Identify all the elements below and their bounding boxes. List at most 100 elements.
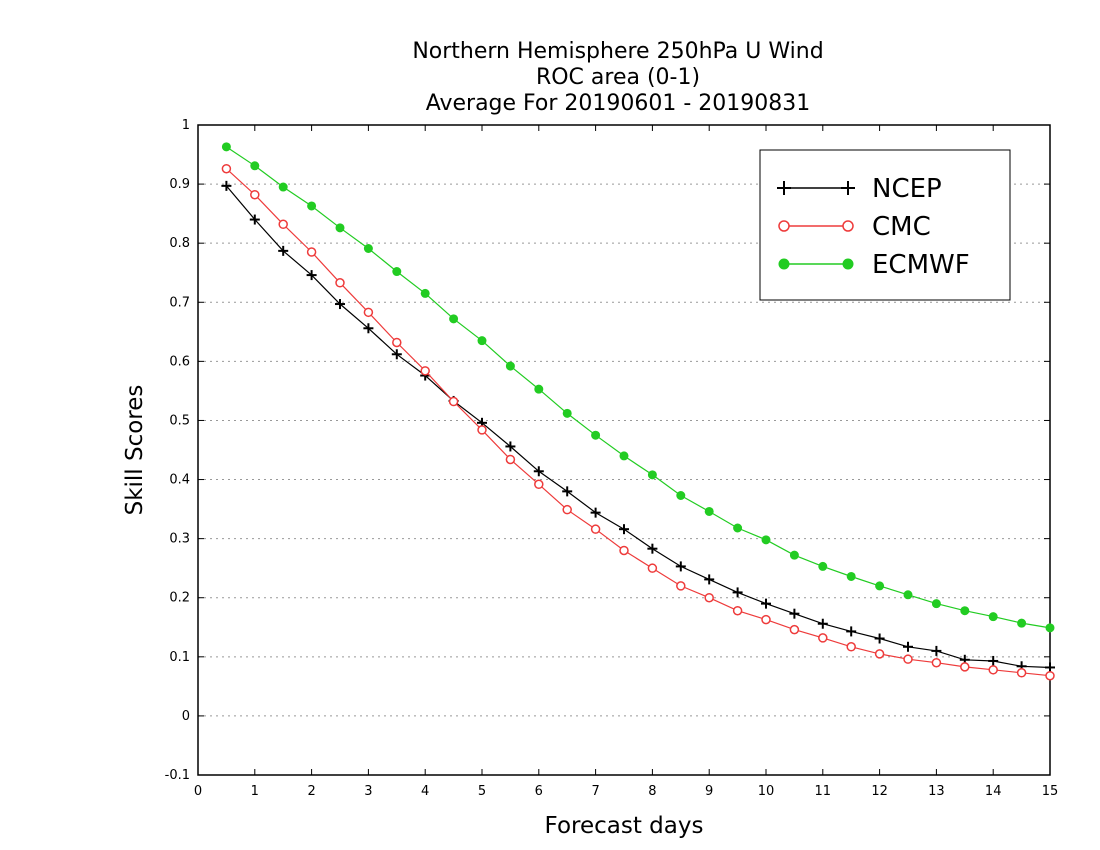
chart-title: Northern Hemisphere 250hPa U Wind ROC ar… xyxy=(412,39,823,116)
x-tick-label: 9 xyxy=(705,784,713,799)
series-cmc xyxy=(221,163,1055,681)
title-line-2: ROC area (0-1) xyxy=(536,65,700,90)
plus-marker xyxy=(619,524,629,535)
plot-frame xyxy=(197,124,1051,776)
x-tick-label: 3 xyxy=(364,784,372,799)
open-circle-marker xyxy=(448,396,459,407)
plus-marker xyxy=(391,349,402,360)
open-circle-marker xyxy=(818,633,828,643)
filled-circle-marker xyxy=(931,599,941,609)
open-circle-marker xyxy=(250,189,260,200)
y-axis-label: Skill Scores xyxy=(122,385,148,516)
plus-marker xyxy=(704,574,715,585)
filled-circle-marker xyxy=(420,288,430,298)
open-circle-marker xyxy=(1045,670,1055,681)
open-circle-marker xyxy=(647,563,658,573)
open-circle-marker xyxy=(534,479,544,490)
plus-marker xyxy=(817,618,828,629)
filled-circle-marker xyxy=(761,535,771,545)
y-tick-label: 0.2 xyxy=(169,591,190,606)
open-circle-marker xyxy=(931,657,942,668)
filled-circle-marker xyxy=(505,361,515,371)
filled-circle-marker xyxy=(818,561,828,571)
x-tick-label: 8 xyxy=(648,784,656,799)
plus-marker xyxy=(221,180,232,191)
x-tick-label: 12 xyxy=(871,784,888,799)
plus-marker xyxy=(675,561,686,572)
title-line-1: Northern Hemisphere 250hPa U Wind xyxy=(412,39,823,64)
series-ecmwf xyxy=(221,142,1055,633)
open-circle-marker xyxy=(842,220,854,232)
open-circle-marker xyxy=(988,665,998,675)
open-circle-marker xyxy=(619,545,629,556)
x-tick-label: 4 xyxy=(421,784,429,799)
open-circle-marker xyxy=(590,524,601,534)
x-tick-label: 7 xyxy=(591,784,599,799)
x-tick-label: 2 xyxy=(307,784,315,799)
open-circle-marker xyxy=(363,307,374,318)
open-circle-marker xyxy=(278,219,288,230)
y-tick-label: 0.8 xyxy=(169,236,190,251)
legend: NCEP CMC ECMWF xyxy=(759,149,1011,301)
x-tick-label: 6 xyxy=(535,784,543,799)
plus-marker xyxy=(789,608,800,619)
plus-marker xyxy=(846,626,857,637)
filled-circle-marker xyxy=(477,336,487,346)
x-tick-label: 14 xyxy=(985,784,1002,799)
filled-circle-marker xyxy=(619,451,629,461)
filled-circle-marker xyxy=(1045,623,1055,633)
legend-item-ecmwf: ECMWF xyxy=(778,250,970,280)
open-circle-marker xyxy=(732,605,743,616)
open-circle-marker xyxy=(335,278,345,288)
plus-marker xyxy=(590,507,601,518)
plus-marker xyxy=(1045,662,1055,673)
plus-marker xyxy=(562,486,573,497)
legend-label: NCEP xyxy=(872,174,942,204)
plus-marker xyxy=(533,466,544,477)
plus-marker xyxy=(505,441,516,452)
filled-circle-marker xyxy=(278,182,288,192)
y-tick-label: 1 xyxy=(182,118,190,133)
y-tick-label: 0.3 xyxy=(169,532,190,547)
filled-circle-marker xyxy=(960,606,970,616)
filled-circle-marker xyxy=(534,384,544,394)
y-tick-label: 0.1 xyxy=(169,650,190,665)
filled-circle-marker xyxy=(778,258,790,270)
x-tick-label: 15 xyxy=(1042,784,1059,799)
plus-marker xyxy=(278,245,289,256)
y-tick-label: 0.9 xyxy=(169,177,190,192)
filled-circle-marker xyxy=(903,590,913,600)
plus-marker xyxy=(988,655,999,666)
open-circle-marker xyxy=(221,163,232,174)
plus-marker xyxy=(335,299,345,310)
open-circle-marker xyxy=(477,425,487,435)
y-tick-label: 0.5 xyxy=(169,413,190,428)
filled-circle-marker xyxy=(591,430,601,440)
legend-label: ECMWF xyxy=(872,250,970,280)
open-circle-marker xyxy=(306,247,317,257)
x-tick-label: 5 xyxy=(478,784,486,799)
plus-marker xyxy=(647,543,658,554)
title-line-3: Average For 20190601 - 20190831 xyxy=(426,91,811,116)
open-circle-marker xyxy=(676,581,686,591)
plus-marker xyxy=(306,270,317,281)
plus-marker xyxy=(841,181,855,195)
legend-box xyxy=(759,149,1011,301)
open-circle-marker xyxy=(704,592,714,603)
open-circle-marker xyxy=(761,614,771,625)
series-ncep xyxy=(221,180,1055,673)
filled-circle-marker xyxy=(875,581,885,591)
filled-circle-marker xyxy=(789,550,799,560)
open-circle-marker xyxy=(960,662,970,672)
y-tick-label: -0.1 xyxy=(165,768,190,783)
filled-circle-marker xyxy=(704,506,714,516)
open-circle-marker xyxy=(392,337,402,348)
series-line xyxy=(226,146,1051,629)
filled-circle-marker xyxy=(363,244,373,253)
x-tick-label: 13 xyxy=(928,784,945,799)
filled-circle-marker xyxy=(1017,618,1027,628)
plus-marker xyxy=(761,598,771,609)
open-circle-marker xyxy=(874,649,885,659)
legend-item-cmc: CMC xyxy=(778,212,931,242)
